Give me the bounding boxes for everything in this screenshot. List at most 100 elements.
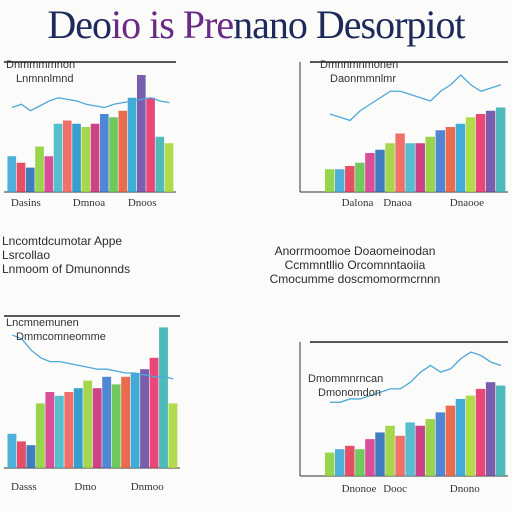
bar — [121, 376, 131, 468]
x-tick-label: Dasss — [11, 481, 37, 493]
bar — [445, 405, 456, 476]
bar — [425, 419, 435, 476]
bar — [140, 369, 149, 468]
bar — [111, 384, 121, 468]
bar — [485, 110, 496, 192]
legend-label: Lncmnemunen — [6, 317, 79, 329]
legend-label: Dmmcomneomme — [16, 331, 106, 343]
bar — [395, 133, 405, 192]
x-tick-label: Dnaooe — [450, 197, 484, 209]
bar — [118, 110, 128, 192]
bar — [324, 169, 335, 192]
bar — [130, 373, 140, 468]
bar — [395, 435, 405, 476]
bar — [495, 107, 506, 192]
bar — [445, 127, 456, 192]
bar — [475, 114, 486, 192]
bar — [72, 123, 81, 192]
legend-label: Dmnnmnmonen — [320, 59, 398, 71]
x-tick-label: Dooc — [383, 483, 407, 495]
bar — [365, 439, 375, 476]
bar — [425, 136, 435, 192]
bar — [90, 123, 100, 192]
bar — [435, 412, 446, 476]
bar — [405, 143, 415, 192]
bar — [102, 376, 112, 468]
bar — [455, 398, 466, 476]
bar — [375, 149, 385, 192]
chart-top-left: Dnmmmmnon Lnmnnlmnd Dasins Dmnoa Dnoos — [0, 52, 200, 220]
legend-label: Dmonomdon — [318, 387, 381, 399]
bar — [7, 433, 17, 468]
chart-svg: Dmommnrncan Dmonomdon Dnonoe Dooc Dnono — [299, 341, 508, 495]
bar — [81, 127, 91, 192]
x-tick-label: Dalona — [342, 197, 374, 209]
title-part-3: nano Desorpiot — [233, 2, 466, 47]
bar — [415, 425, 425, 476]
middle-text-left: Lncomtdcumotar Appe Lsrcollao Lnmoom of … — [2, 234, 172, 276]
bar — [385, 425, 395, 476]
x-tick-label: Dnonoe — [342, 483, 377, 495]
bar — [83, 380, 93, 468]
page-title: Deoio is Prenano Desorpiot — [0, 2, 512, 48]
bar — [475, 388, 486, 476]
x-tick-label: Dasins — [11, 197, 41, 209]
x-tick-label: Dnoos — [128, 197, 157, 209]
bar — [365, 153, 375, 192]
bar — [465, 395, 476, 476]
bar — [435, 130, 446, 192]
legend-label: Dnmmmmnon — [6, 59, 75, 71]
chart-bottom-left: Lncmnemunen Dmmcomneomme Dasss Dmo Dnmoo — [0, 300, 200, 504]
x-tick-label: Dmnoa — [73, 197, 106, 209]
bar — [62, 120, 72, 192]
bar — [405, 422, 415, 476]
bar — [16, 162, 26, 192]
trend-line — [329, 351, 502, 403]
middle-right-line-1: Anorrmoomoe Doaomeinodan — [274, 244, 436, 258]
x-tick-label: Dmo — [74, 481, 97, 493]
middle-left-line-3: Lnmoom of Dmunonnds — [2, 262, 131, 276]
bar — [35, 146, 44, 192]
bar — [345, 445, 355, 476]
chart-top-right: Dmnnmnmonen Daonmmnlmr Dalona Dnaoa Dnaooe — [262, 52, 512, 220]
middle-left-line-2: Lsrcollao — [2, 248, 51, 262]
chart-svg: Lncmnemunen Dmmcomneomme Dasss Dmo Dnmoo — [4, 315, 180, 493]
bar — [35, 403, 45, 468]
legend-label: Dmommnrncan — [308, 373, 383, 385]
bar — [136, 75, 146, 192]
bar — [159, 327, 168, 468]
bar — [335, 449, 345, 476]
bar — [99, 114, 109, 192]
bar — [415, 143, 425, 192]
bar — [7, 156, 17, 192]
bar — [465, 117, 476, 192]
legend-label: Daonmmnlmr — [330, 73, 396, 85]
chart-svg: Dmnnmnmonen Daonmmnlmr Dalona Dnaoa Dnaooe — [299, 59, 508, 209]
bar — [127, 97, 137, 192]
bar — [168, 403, 178, 468]
trend-line — [11, 97, 170, 112]
chart-svg: Dnmmmmnon Lnmnnlmnd Dasins Dmnoa Dnoos — [4, 59, 176, 209]
bar — [54, 395, 64, 468]
bar — [64, 392, 74, 468]
bar — [45, 392, 55, 468]
bar — [146, 97, 155, 192]
bar — [26, 445, 36, 468]
trend-line — [329, 74, 502, 122]
bar — [345, 166, 355, 192]
middle-right-line-3: Cmocumme doscmomormcrnnn — [269, 272, 441, 286]
bar — [335, 169, 345, 192]
middle-right-line-2: Ccmmntllio Orcomnntaoiia — [284, 258, 426, 272]
bar — [455, 123, 466, 192]
bar — [53, 123, 63, 192]
bar — [164, 143, 174, 192]
title-part-2: io is Pre — [111, 2, 234, 47]
bar — [324, 452, 335, 476]
middle-text-right: Anorrmoomoe Doaomeinodan Ccmmntllio Orco… — [200, 244, 510, 286]
bar — [16, 441, 26, 468]
bar — [25, 167, 35, 192]
bar — [495, 385, 506, 476]
x-tick-label: Dnaoa — [383, 197, 412, 209]
x-tick-label: Dnono — [450, 483, 480, 495]
x-tick-label: Dnmoo — [131, 481, 165, 493]
